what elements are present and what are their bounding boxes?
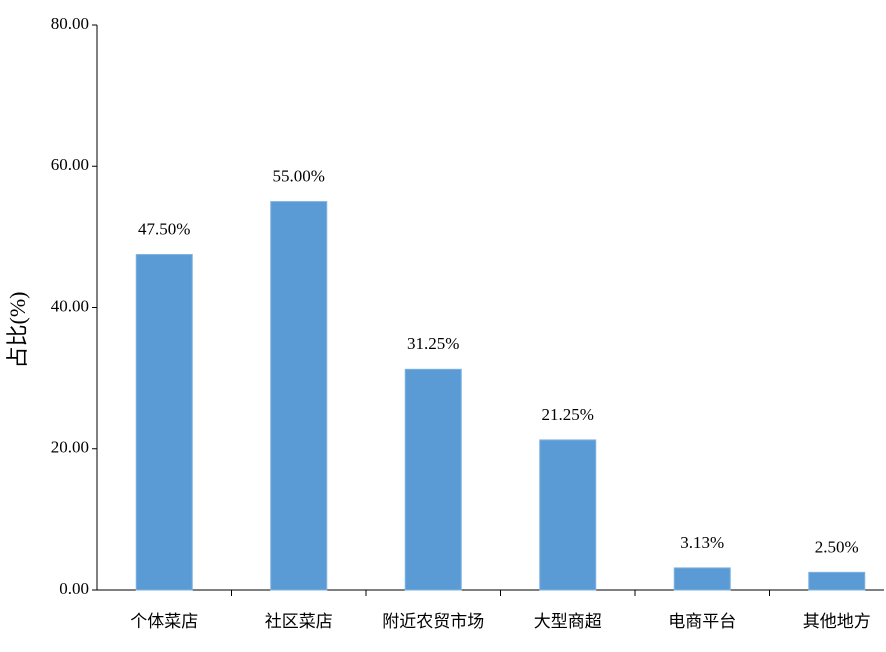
y-tick-label: 20.00 — [51, 438, 89, 457]
x-tick-label: 个体菜店 — [130, 612, 198, 632]
bar — [539, 439, 597, 591]
bar — [808, 571, 866, 591]
data-label: 2.50% — [815, 537, 859, 556]
data-label: 21.25% — [542, 405, 594, 424]
data-label: 31.25% — [407, 334, 459, 353]
bar — [135, 254, 193, 591]
data-label: 47.50% — [138, 219, 190, 238]
y-tick-label: 80.00 — [51, 14, 89, 33]
y-tick-label: 0.00 — [59, 579, 89, 598]
x-tick-label: 附近农贸市场 — [382, 612, 484, 632]
x-tick-label: 社区菜店 — [265, 612, 333, 632]
x-tick-label: 大型商超 — [534, 612, 602, 632]
bar — [404, 368, 462, 591]
data-label: 55.00% — [273, 166, 325, 185]
x-tick-label: 电商平台 — [668, 612, 736, 632]
data-label: 3.13% — [680, 533, 724, 552]
y-tick-label: 60.00 — [51, 155, 89, 174]
y-tick-label: 40.00 — [51, 296, 89, 315]
x-tick-label: 其他地方 — [803, 612, 871, 632]
y-axis-label: 占比(%) — [5, 292, 30, 369]
bar — [673, 567, 731, 591]
bar — [270, 201, 328, 591]
